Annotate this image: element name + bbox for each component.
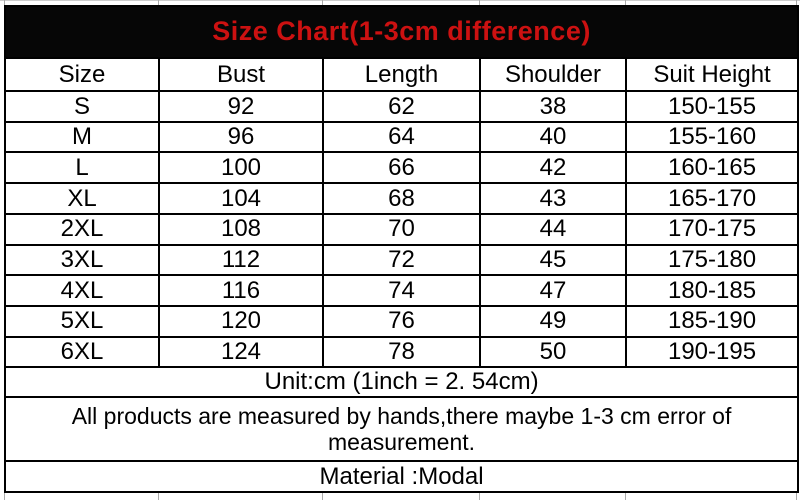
table-cell: 64 xyxy=(322,120,481,154)
size-chart-table: Size Chart(1-3cm difference) Size Bust Len… xyxy=(3,5,800,493)
material-note: Material :Modal xyxy=(3,460,800,493)
table-cell: 155-160 xyxy=(624,120,800,154)
table-cell: 66 xyxy=(322,151,481,185)
table-cell: 160-165 xyxy=(624,151,800,185)
table-row: 3XL 112 72 45 175-180 xyxy=(4,243,800,277)
table-cell: 180-185 xyxy=(624,274,800,307)
measurement-note-row: All products are measured by hands,there… xyxy=(3,396,800,462)
gridline-tick xyxy=(322,493,323,500)
table-cell: 62 xyxy=(322,90,481,123)
table-row: M 96 64 40 155-160 xyxy=(4,120,800,154)
table-cell: 3XL xyxy=(4,243,160,277)
table-cell: 50 xyxy=(479,335,627,369)
table-cell: XL xyxy=(4,182,160,215)
table-cell: 72 xyxy=(322,243,481,277)
table-cell: 70 xyxy=(322,212,481,246)
gridline-tick xyxy=(625,493,626,500)
table-cell: 49 xyxy=(479,304,627,338)
column-header: Shoulder xyxy=(479,57,627,92)
table-row: 4XL 116 74 47 180-185 xyxy=(4,274,800,307)
gridline-tick xyxy=(158,0,159,5)
measurement-note: All products are measured by hands,there… xyxy=(3,396,800,462)
table-cell: 5XL xyxy=(4,304,160,338)
gridline-tick xyxy=(4,0,5,5)
unit-note-row: Unit:cm (1inch = 2. 54cm) xyxy=(3,366,800,398)
table-cell: 150-155 xyxy=(624,90,800,123)
table-cell: 78 xyxy=(322,335,481,369)
table-cell: 76 xyxy=(322,304,481,338)
table-cell: 100 xyxy=(158,151,324,185)
gridline-tick xyxy=(796,493,797,500)
table-cell: 120 xyxy=(158,304,324,338)
table-cell: 116 xyxy=(158,274,324,307)
table-cell: 40 xyxy=(479,120,627,154)
table-cell: 165-170 xyxy=(624,182,800,215)
table-cell: 44 xyxy=(479,212,627,246)
table-cell: 74 xyxy=(322,274,481,307)
table-cell: 38 xyxy=(479,90,627,123)
gridline-tick xyxy=(479,493,480,500)
column-header: Bust xyxy=(158,57,324,92)
table-row: L 100 66 42 160-165 xyxy=(4,151,800,185)
column-header-row: Size Bust Length Shoulder Suit Height xyxy=(4,57,800,92)
chart-title: Size Chart(1-3cm difference) xyxy=(3,5,800,59)
table-cell: L xyxy=(4,151,160,185)
table-cell: 124 xyxy=(158,335,324,369)
gridline-tick xyxy=(479,0,480,5)
gridline-tick xyxy=(4,493,5,500)
table-row: 5XL 120 76 49 185-190 xyxy=(4,304,800,338)
table-cell: 104 xyxy=(158,182,324,215)
table-cell: 175-180 xyxy=(624,243,800,277)
table-cell: 170-175 xyxy=(624,212,800,246)
column-header: Length xyxy=(322,57,481,92)
table-cell: 92 xyxy=(158,90,324,123)
table-cell: 4XL xyxy=(4,274,160,307)
table-cell: 2XL xyxy=(4,212,160,246)
table-cell: 68 xyxy=(322,182,481,215)
gridline-tick xyxy=(158,493,159,500)
gridline-tick xyxy=(625,0,626,5)
table-row: 2XL 108 70 44 170-175 xyxy=(4,212,800,246)
table-cell: 108 xyxy=(158,212,324,246)
table-cell: 45 xyxy=(479,243,627,277)
table-cell: 185-190 xyxy=(624,304,800,338)
table-cell: 190-195 xyxy=(624,335,800,369)
table-row: XL 104 68 43 165-170 xyxy=(4,182,800,215)
table-cell: 6XL xyxy=(4,335,160,369)
gridline-tick xyxy=(322,0,323,5)
table-cell: M xyxy=(4,120,160,154)
table-cell: 43 xyxy=(479,182,627,215)
title-banner: Size Chart(1-3cm difference) xyxy=(3,5,800,59)
column-header: Suit Height xyxy=(624,57,800,92)
gridline-tick xyxy=(796,0,797,5)
column-header: Size xyxy=(4,57,160,92)
table-cell: 47 xyxy=(479,274,627,307)
table-cell: S xyxy=(4,90,160,123)
table-row: 6XL 124 78 50 190-195 xyxy=(4,335,800,369)
table-cell: 112 xyxy=(158,243,324,277)
unit-note: Unit:cm (1inch = 2. 54cm) xyxy=(3,366,800,398)
table-cell: 42 xyxy=(479,151,627,185)
table-cell: 96 xyxy=(158,120,324,154)
material-note-row: Material :Modal xyxy=(3,460,800,493)
table-row: S 92 62 38 150-155 xyxy=(4,90,800,123)
spreadsheet-gridline-remnant xyxy=(0,0,800,1)
